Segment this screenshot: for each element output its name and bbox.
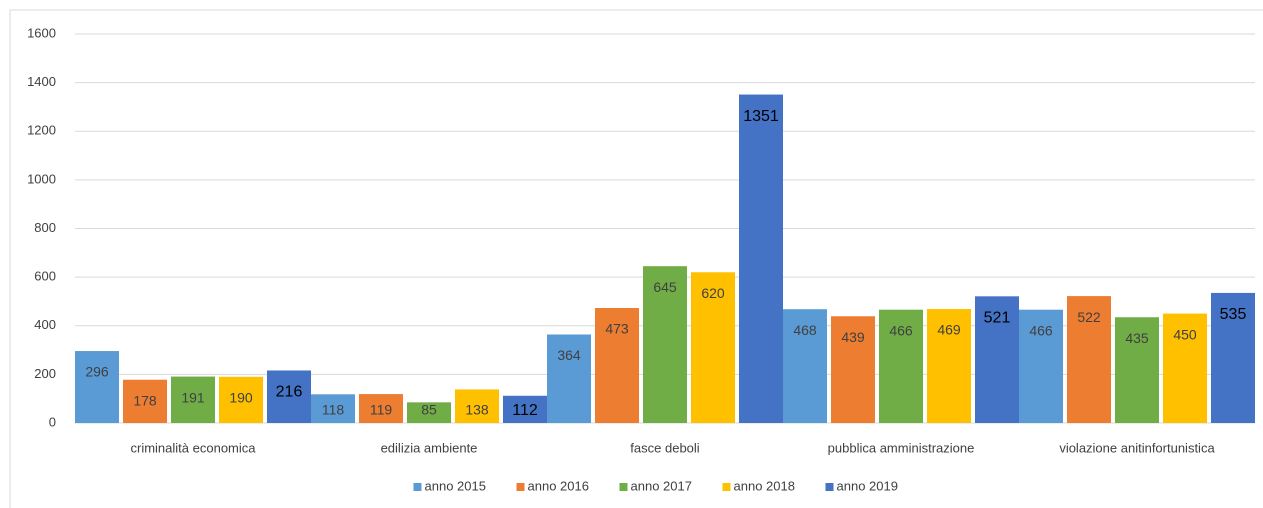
data-label: 296	[85, 364, 109, 380]
bar	[691, 272, 735, 423]
y-tick-label: 1200	[27, 123, 56, 138]
data-label: 138	[465, 402, 489, 418]
bar	[359, 394, 403, 423]
legend-label: anno 2016	[528, 478, 589, 493]
y-tick-label: 1000	[27, 171, 56, 186]
data-label: 435	[1125, 330, 1149, 346]
data-label: 85	[421, 402, 437, 418]
bar	[595, 308, 639, 423]
data-label: 119	[370, 402, 393, 418]
bar	[407, 402, 451, 423]
data-label: 1351	[743, 108, 779, 125]
bar	[171, 376, 215, 423]
bar	[1163, 313, 1207, 423]
data-label: 178	[133, 392, 157, 408]
bar	[123, 379, 167, 423]
chart-border	[9, 9, 1263, 508]
data-label: 522	[1077, 309, 1101, 325]
y-tick-label: 1400	[27, 74, 56, 89]
data-label: 450	[1173, 326, 1197, 342]
bar	[503, 395, 547, 423]
legend-swatch	[722, 483, 731, 491]
x-tick-label: fasce deboli	[630, 440, 699, 455]
x-tick-label: edilizia ambiente	[381, 440, 478, 455]
data-label: 112	[512, 402, 538, 419]
data-label: 216	[276, 384, 303, 401]
bar	[975, 296, 1019, 423]
legend-label: anno 2015	[425, 478, 486, 493]
y-tick-label: 600	[34, 269, 56, 284]
legend-swatch	[516, 483, 525, 491]
bar	[831, 316, 875, 423]
y-tick-label: 800	[34, 220, 56, 235]
bar	[219, 376, 263, 423]
legend-label: anno 2018	[734, 478, 795, 493]
bar	[739, 94, 783, 424]
bar	[1211, 292, 1255, 423]
data-label: 191	[181, 389, 205, 405]
legend-swatch	[825, 483, 834, 491]
y-tick-label: 400	[34, 317, 56, 332]
bar	[927, 308, 971, 423]
y-tick-label: 200	[34, 366, 56, 381]
x-tick-label: criminalità economica	[131, 440, 257, 455]
y-tick-label: 0	[49, 414, 56, 429]
bar	[1019, 309, 1063, 423]
data-label: 364	[557, 347, 581, 363]
data-label: 645	[653, 279, 677, 295]
bar	[879, 309, 923, 423]
data-label: 468	[793, 322, 817, 338]
bar	[455, 389, 499, 423]
data-label: 466	[889, 322, 913, 338]
legend-label: anno 2019	[837, 478, 898, 493]
legend-label: anno 2017	[631, 478, 692, 493]
bar	[75, 351, 119, 423]
legend-swatch	[413, 483, 422, 491]
legend-swatch	[619, 483, 628, 491]
bar	[267, 370, 311, 423]
data-label: 469	[937, 322, 961, 338]
x-tick-label: pubblica amministrazione	[828, 440, 975, 455]
data-label: 535	[1220, 306, 1247, 323]
bar	[783, 309, 827, 423]
bar	[311, 394, 355, 423]
data-label: 620	[701, 285, 725, 301]
data-label: 466	[1029, 322, 1053, 338]
data-label: 473	[605, 321, 629, 337]
data-label: 439	[841, 329, 865, 345]
data-label: 118	[322, 402, 345, 418]
y-tick-label: 1600	[27, 25, 56, 40]
bar	[1115, 317, 1159, 423]
bar	[1067, 296, 1111, 423]
data-label: 521	[984, 310, 1011, 327]
bar	[643, 266, 687, 423]
data-label: 190	[229, 390, 253, 406]
x-tick-label: violazione anitinfortunistica	[1059, 440, 1215, 455]
bar	[547, 334, 591, 423]
